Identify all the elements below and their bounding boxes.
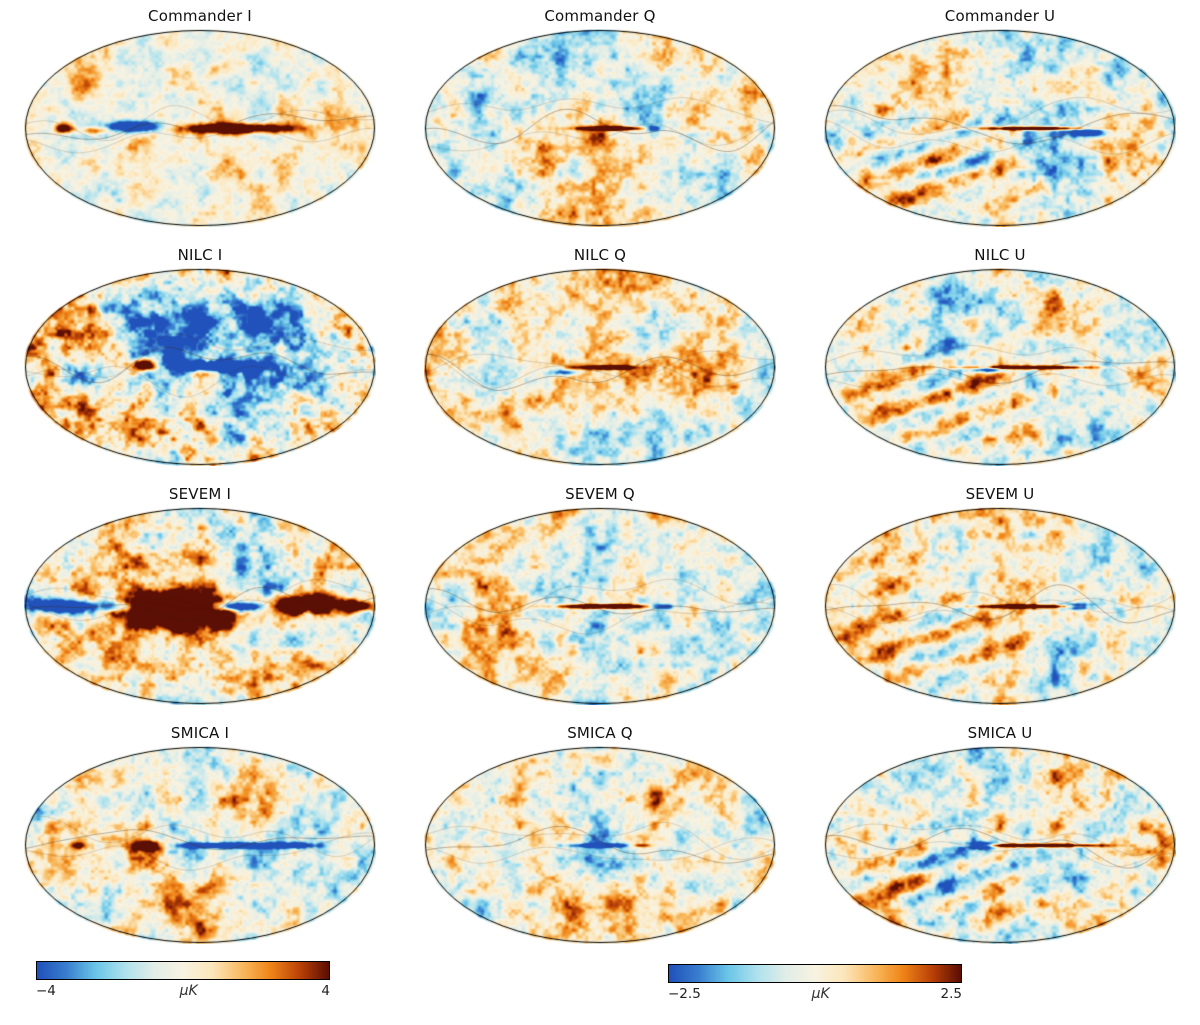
colorbar-temperature-gradient (37, 962, 329, 979)
panel-title-smica-u: SMICA U (967, 724, 1033, 742)
skymap-smica-q (424, 746, 776, 944)
skymap-sevem-q (424, 507, 776, 705)
skymap-commander-i (24, 29, 376, 227)
panel-nilc-u: NILC U (800, 239, 1200, 478)
skymap-smica-i (24, 746, 376, 944)
panel-commander-u: Commander U (800, 0, 1200, 239)
panel-smica-u: SMICA U (800, 717, 1200, 956)
skymap-commander-u (824, 29, 1176, 227)
panel-nilc-q: NILC Q (400, 239, 800, 478)
panel-commander-q: Commander Q (400, 0, 800, 239)
panel-title-commander-q: Commander Q (544, 7, 656, 25)
colorbar-polarization-unit-label: μK (811, 986, 830, 1002)
panel-title-commander-i: Commander I (148, 7, 252, 25)
panel-sevem-i: SEVEM I (0, 478, 400, 717)
panel-grid: Commander I Commander Q Commander U NILC… (0, 0, 1200, 956)
skymap-nilc-u (824, 268, 1176, 466)
panel-title-smica-i: SMICA I (170, 724, 230, 742)
colorbar-polarization-min-label: −2.5 (668, 986, 701, 1002)
colorbar-temperature-max-label: 4 (321, 983, 330, 999)
colorbar-polarization-bar (668, 964, 962, 983)
colorbar-temperature-bar (36, 961, 330, 980)
skymap-smica-u (824, 746, 1176, 944)
panel-title-sevem-u: SEVEM U (965, 485, 1035, 503)
skymap-sevem-u (824, 507, 1176, 705)
colorbar-temperature: −4 μK 4 (36, 961, 330, 999)
panel-nilc-i: NILC I (0, 239, 400, 478)
panel-title-nilc-q: NILC Q (573, 246, 627, 264)
panel-title-nilc-u: NILC U (974, 246, 1026, 264)
panel-title-nilc-i: NILC I (177, 246, 223, 264)
skymap-nilc-i (24, 268, 376, 466)
skymap-nilc-q (424, 268, 776, 466)
panel-commander-i: Commander I (0, 0, 400, 239)
colorbar-temperature-unit-label: μK (179, 983, 198, 999)
skymap-sevem-i (24, 507, 376, 705)
panel-sevem-q: SEVEM Q (400, 478, 800, 717)
colorbar-polarization-gradient (669, 965, 961, 982)
panel-sevem-u: SEVEM U (800, 478, 1200, 717)
panel-title-sevem-q: SEVEM Q (565, 485, 635, 503)
panel-title-sevem-i: SEVEM I (168, 485, 232, 503)
colorbar-polarization: −2.5 μK 2.5 (668, 964, 962, 1002)
colorbar-polarization-max-label: 2.5 (940, 986, 962, 1002)
panel-title-commander-u: Commander U (944, 7, 1056, 25)
panel-smica-i: SMICA I (0, 717, 400, 956)
colorbar-temperature-min-label: −4 (36, 983, 56, 999)
skymap-commander-q (424, 29, 776, 227)
panel-smica-q: SMICA Q (400, 717, 800, 956)
panel-title-smica-q: SMICA Q (567, 724, 633, 742)
